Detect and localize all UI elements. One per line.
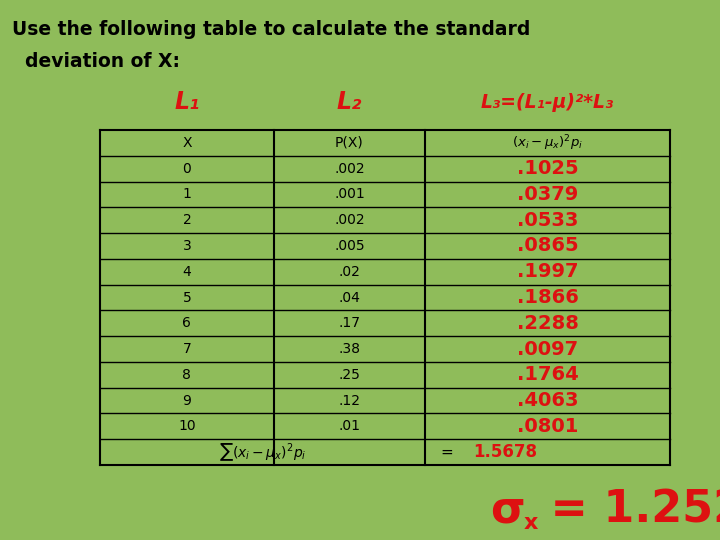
Text: 3: 3 <box>183 239 192 253</box>
Text: 6: 6 <box>182 316 192 330</box>
Text: .38: .38 <box>338 342 361 356</box>
Text: 10: 10 <box>178 420 196 433</box>
Text: Use the following table to calculate the standard: Use the following table to calculate the… <box>12 20 531 39</box>
Text: .01: .01 <box>338 420 361 433</box>
Text: L₂: L₂ <box>337 90 362 114</box>
Text: .2288: .2288 <box>516 314 578 333</box>
Text: .0379: .0379 <box>517 185 578 204</box>
Text: $\sum(x_i-\mu_x)^2p_i$: $\sum(x_i-\mu_x)^2p_i$ <box>219 441 306 463</box>
Text: .25: .25 <box>338 368 360 382</box>
Text: .1764: .1764 <box>516 365 578 384</box>
Text: .1025: .1025 <box>517 159 578 178</box>
Text: .002: .002 <box>334 213 365 227</box>
Text: 0: 0 <box>183 161 192 176</box>
Text: deviation of X:: deviation of X: <box>12 52 180 71</box>
Text: 7: 7 <box>183 342 192 356</box>
Text: P(X): P(X) <box>335 136 364 150</box>
Text: .0801: .0801 <box>517 417 578 436</box>
Text: .4063: .4063 <box>517 391 578 410</box>
Text: 1.5678: 1.5678 <box>473 443 537 461</box>
Text: .1866: .1866 <box>516 288 578 307</box>
Text: 5: 5 <box>183 291 192 305</box>
Text: $(x_i - \mu_x)^2 p_i$: $(x_i - \mu_x)^2 p_i$ <box>512 133 583 153</box>
Text: .02: .02 <box>338 265 360 279</box>
Text: 2: 2 <box>183 213 192 227</box>
Text: .04: .04 <box>338 291 360 305</box>
Text: .001: .001 <box>334 187 365 201</box>
Text: x: x <box>524 513 539 533</box>
Text: .005: .005 <box>334 239 365 253</box>
Text: L₃=(L₁-μ)²*L₃: L₃=(L₁-μ)²*L₃ <box>481 92 614 111</box>
Text: X: X <box>182 136 192 150</box>
Text: .1997: .1997 <box>517 262 578 281</box>
Text: 9: 9 <box>182 394 192 408</box>
Text: 8: 8 <box>182 368 192 382</box>
Text: 4: 4 <box>183 265 192 279</box>
Text: .0097: .0097 <box>517 340 578 359</box>
Text: L₁: L₁ <box>174 90 199 114</box>
Text: .0865: .0865 <box>517 237 578 255</box>
Text: .002: .002 <box>334 161 365 176</box>
Text: .12: .12 <box>338 394 361 408</box>
Text: =: = <box>441 444 454 460</box>
Text: .17: .17 <box>338 316 361 330</box>
Text: $\bf{\sigma}$: $\bf{\sigma}$ <box>490 489 524 531</box>
Text: 1: 1 <box>182 187 192 201</box>
Text: .0533: .0533 <box>517 211 578 229</box>
Text: = 1.252: = 1.252 <box>535 489 720 531</box>
